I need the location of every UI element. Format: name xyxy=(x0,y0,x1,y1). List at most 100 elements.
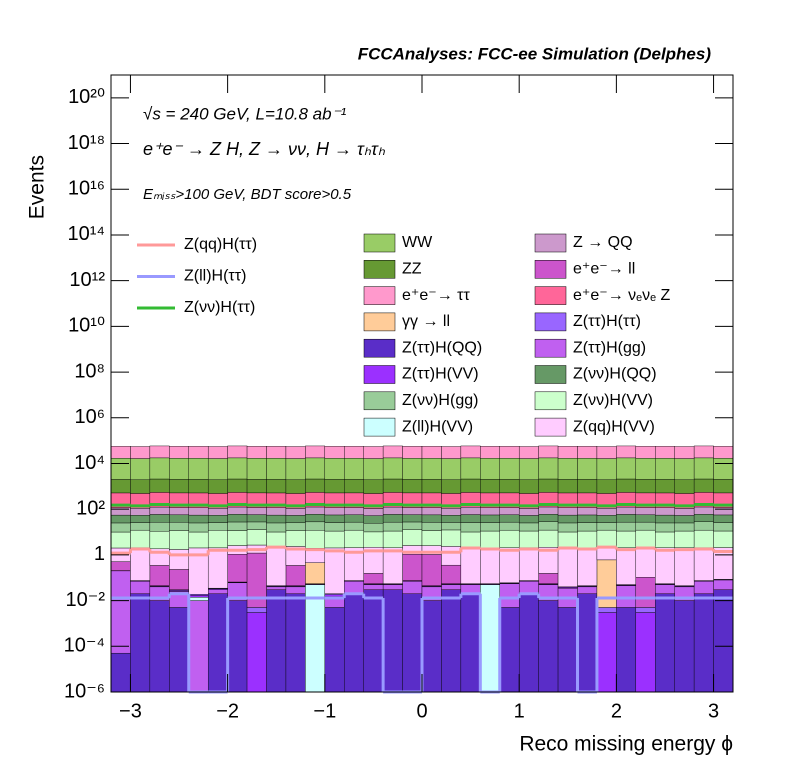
hist-bar xyxy=(364,480,383,494)
hist-bar xyxy=(130,515,149,522)
hist-bar xyxy=(344,594,363,692)
hist-bar xyxy=(286,446,305,458)
hist-bar xyxy=(519,581,538,593)
hist-bar xyxy=(130,446,149,458)
hist-bar xyxy=(130,581,149,593)
hist-bar xyxy=(169,569,188,589)
hist-bar xyxy=(597,523,616,531)
y-tick-label: 10¹⁸ xyxy=(68,132,105,154)
hist-bar xyxy=(169,458,188,479)
y-tick-label: 10²⁰ xyxy=(68,86,105,108)
hist-bar xyxy=(364,532,383,547)
hist-bar xyxy=(714,458,733,479)
hist-bar xyxy=(500,515,519,522)
hist-bar xyxy=(150,565,169,585)
hist-bar xyxy=(441,446,460,458)
hist-bar xyxy=(616,479,635,492)
hist-bar xyxy=(694,594,713,692)
hist-bar xyxy=(403,530,422,546)
hist-bar xyxy=(694,458,713,479)
legend-label: Z(νν)H(gg) xyxy=(402,392,478,409)
hist-bar xyxy=(519,548,538,581)
hist-bar xyxy=(150,522,169,531)
hist-bar xyxy=(519,594,538,692)
hist-bar xyxy=(286,508,305,515)
hist-bar xyxy=(403,458,422,479)
hist-bar xyxy=(461,515,480,523)
hist-bar xyxy=(383,590,402,692)
hist-bar xyxy=(480,458,499,479)
hist-bar xyxy=(208,508,227,515)
hist-bar xyxy=(539,479,558,492)
hist-bar xyxy=(519,459,538,480)
x-tick-label: 2 xyxy=(611,700,622,722)
hist-bar xyxy=(500,548,519,583)
hist-bar xyxy=(578,508,597,515)
hist-bar xyxy=(441,585,460,590)
y-tick-label: 1 xyxy=(94,543,105,565)
hist-bar xyxy=(480,515,499,523)
hist-bar xyxy=(403,522,422,530)
y-tick-label: 10¹² xyxy=(69,269,105,291)
hist-bar xyxy=(364,523,383,532)
hist-bar xyxy=(286,515,305,522)
hist-bar xyxy=(150,507,169,514)
legend-swatch xyxy=(364,234,395,252)
hist-bar xyxy=(675,531,694,548)
hist-bar xyxy=(208,446,227,458)
hist-bar xyxy=(228,554,247,582)
legend-label: Z(ττ)H(ττ) xyxy=(573,313,641,330)
hist-bar xyxy=(111,446,130,458)
hist-bar xyxy=(558,548,577,587)
hist-bar xyxy=(461,479,480,492)
hist-bar xyxy=(383,458,402,479)
hist-bar xyxy=(364,573,383,583)
y-axis-label: Events xyxy=(26,155,49,219)
legend-label: Z(νν)H(ττ) xyxy=(184,299,255,316)
hist-bar xyxy=(403,515,422,522)
legend-label: γγ → ll xyxy=(402,313,450,330)
hist-bar xyxy=(364,459,383,480)
hist-bar xyxy=(267,458,286,479)
hist-bar xyxy=(616,458,635,479)
hist-bar xyxy=(500,446,519,458)
hist-bar xyxy=(286,480,305,494)
hist-bar xyxy=(461,523,480,532)
legend-label: Z(ll)H(VV) xyxy=(402,418,473,435)
hist-bar xyxy=(228,479,247,492)
legend-label: Z(ττ)H(VV) xyxy=(402,366,479,383)
hist-bar xyxy=(247,515,266,522)
hist-bar xyxy=(714,479,733,493)
hist-bar xyxy=(208,523,227,531)
hist-bar xyxy=(539,601,558,692)
hist-bar xyxy=(111,458,130,479)
hist-bar xyxy=(578,587,597,594)
hist-bar xyxy=(675,459,694,480)
hist-bar xyxy=(714,531,733,548)
hist-bar xyxy=(655,479,674,493)
hist-bar xyxy=(344,581,363,593)
hist-bar xyxy=(441,565,460,584)
hist-bar xyxy=(558,532,577,548)
hist-bar xyxy=(694,507,713,514)
hist-bar xyxy=(305,507,324,514)
hist-bar xyxy=(636,613,655,692)
hist-bar xyxy=(616,607,635,692)
hist-bar xyxy=(150,446,169,458)
hist-bar xyxy=(305,514,324,522)
hist-bar xyxy=(636,548,655,578)
hist-bar xyxy=(578,479,597,493)
hist-bar xyxy=(169,515,188,522)
hist-bar xyxy=(189,601,208,692)
hist-bar xyxy=(267,446,286,458)
hist-bar xyxy=(500,607,519,692)
hist-bar xyxy=(150,601,169,692)
hist-bar xyxy=(597,459,616,480)
hist-bar xyxy=(578,548,597,586)
hist-bar xyxy=(325,458,344,479)
hist-bar xyxy=(694,479,713,492)
hist-bar xyxy=(364,585,383,590)
hist-bar xyxy=(636,522,655,530)
hist-bar xyxy=(422,601,441,692)
hist-bar xyxy=(267,532,286,548)
